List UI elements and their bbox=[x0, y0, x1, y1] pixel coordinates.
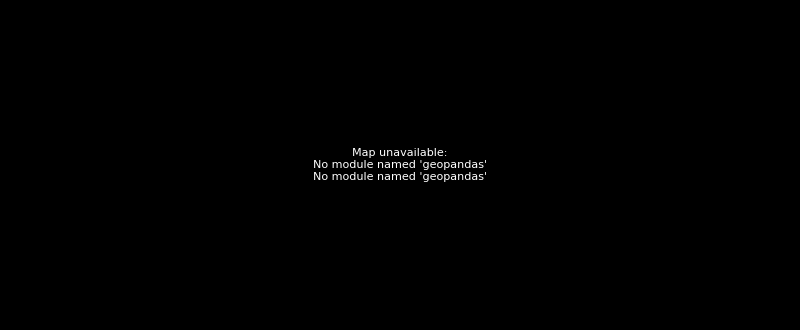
Text: Map unavailable:
No module named 'geopandas'
No module named 'geopandas': Map unavailable: No module named 'geopan… bbox=[313, 148, 487, 182]
